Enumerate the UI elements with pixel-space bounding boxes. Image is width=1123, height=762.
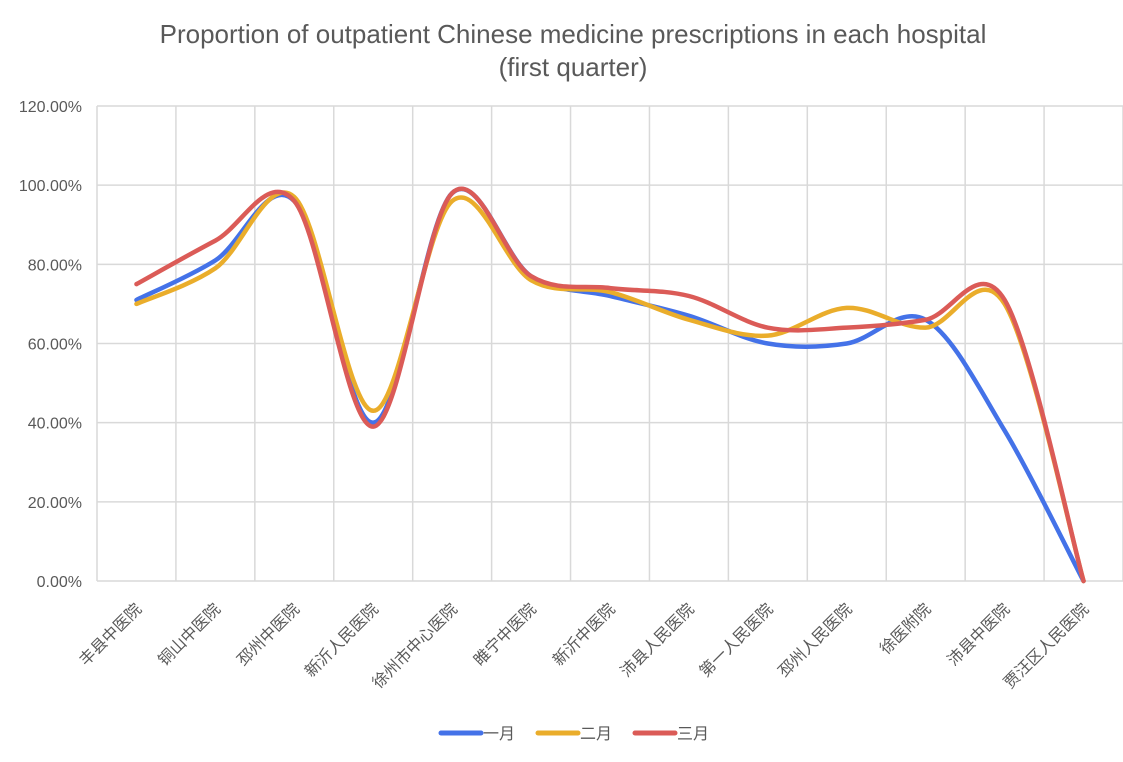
series-line-3 bbox=[134, 186, 1086, 584]
y-tick-label: 100.00% bbox=[19, 178, 82, 195]
y-tick-label: 60.00% bbox=[28, 337, 82, 354]
legend-label-1: 一月 bbox=[483, 726, 515, 743]
series-line-2 bbox=[134, 190, 1086, 584]
y-tick-label: 40.00% bbox=[28, 416, 82, 433]
horizontal-gridlines bbox=[97, 105, 1123, 582]
x-tick-label: 徐州市中心医院 bbox=[369, 600, 461, 692]
x-tick-label: 贾汪区人民医院 bbox=[1000, 600, 1092, 692]
x-tick-label: 邳州人民医院 bbox=[775, 600, 856, 681]
chart-title-line-2: (first quarter) bbox=[499, 52, 648, 82]
x-tick-label: 沛县人民医院 bbox=[617, 600, 698, 681]
series-lines bbox=[134, 186, 1086, 584]
series-line-1 bbox=[134, 187, 1086, 584]
x-tick-label: 沛县中医院 bbox=[944, 600, 1013, 669]
y-tick-label: 120.00% bbox=[19, 99, 82, 116]
x-tick-label: 新沂人民医院 bbox=[301, 600, 382, 681]
x-tick-label: 邳州中医院 bbox=[234, 600, 303, 669]
x-tick-label: 徐医附院 bbox=[877, 600, 935, 658]
legend: 一月 二月 三月 bbox=[438, 726, 709, 743]
x-tick-label: 铜山中医院 bbox=[155, 600, 224, 669]
legend-label-3: 三月 bbox=[677, 726, 709, 743]
y-tick-label: 20.00% bbox=[28, 495, 82, 512]
chart-title: Proportion of outpatient Chinese medicin… bbox=[160, 19, 987, 82]
x-tick-label: 新沂中医院 bbox=[550, 600, 619, 669]
y-tick-label: 0.00% bbox=[37, 574, 82, 591]
x-tick-label: 丰县中医院 bbox=[76, 600, 145, 669]
y-tick-label: 80.00% bbox=[28, 257, 82, 274]
x-tick-label: 睢宁中医院 bbox=[471, 600, 540, 669]
x-tick-label: 第一人民医院 bbox=[696, 600, 777, 681]
y-axis-tick-labels: 0.00% 20.00% 40.00% 60.00% 80.00% 100.00% 120.… bbox=[19, 99, 82, 591]
chart-title-line-1: Proportion of outpatient Chinese medicin… bbox=[160, 19, 987, 49]
vertical-gridlines bbox=[96, 106, 1123, 581]
legend-label-2: 二月 bbox=[580, 726, 612, 743]
